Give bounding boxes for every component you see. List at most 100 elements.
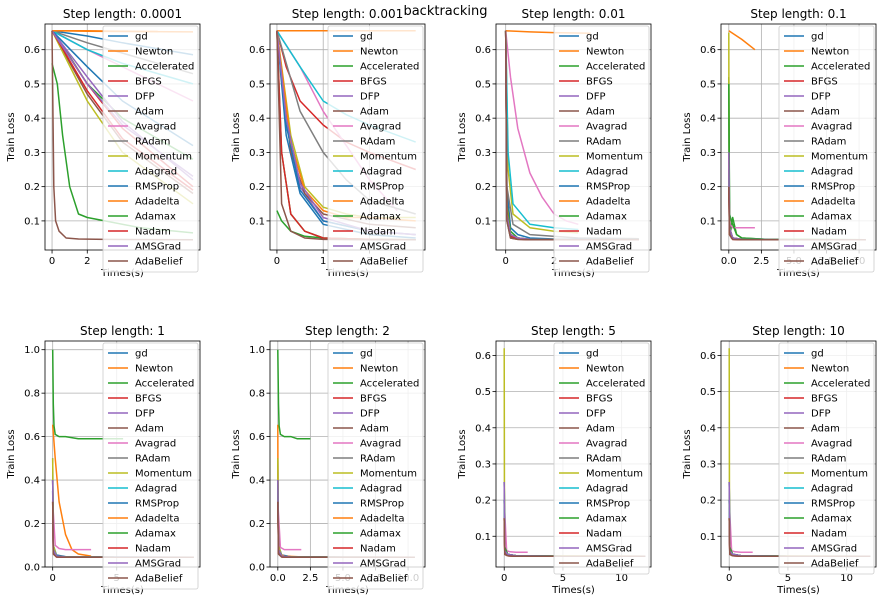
y-tick-label: 0.2 [24,519,40,530]
legend-label: Adadelta [360,197,404,208]
legend-label: Adadelta [135,197,179,208]
legend-label: AdaBelief [811,257,859,268]
legend-label: Adagrad [811,484,853,495]
legend-label: Momentum [586,469,643,480]
legend: gd Newton Accelerated BFGS DFP Adam Avagrad RAd… [778,342,875,575]
y-tick-label: 0.6 [475,45,491,56]
legend-label: Accelerated [811,62,870,73]
legend-label: AdaBelief [586,257,634,268]
legend-label: Accelerated [360,62,419,73]
legend-label: Adagrad [135,167,177,178]
x-tick-label: 0 [274,256,280,267]
legend-label: RMSProp [586,182,630,193]
x-tick-label: 5 [560,573,566,584]
y-tick-label: 0.6 [475,351,491,362]
legend-label: DFP [811,92,830,103]
legend-box [553,25,650,273]
legend-label: RAdam [135,454,170,465]
y-axis-label: Train Loss [682,429,693,479]
legend-label: AdaBelief [135,574,183,585]
x-tick-label: 5 [785,573,791,584]
y-tick-label: 0.2 [249,519,265,530]
subplot-title: Step length: 2 [305,324,390,338]
x-axis-label: Times(s) [100,585,144,596]
x-axis-label: Times(s) [100,268,144,279]
legend-label: gd [811,349,824,360]
legend-label: Adamax [135,212,176,223]
legend-label: Avagrad [811,122,852,133]
y-tick-label: 0.2 [24,182,40,193]
x-tick-label: 2.5 [302,573,318,584]
y-axis-label: Train Loss [231,429,242,479]
legend-label: Nadam [135,227,171,238]
legend-label: Adam [586,424,615,435]
legend-label: Adam [360,107,389,118]
legend-label: DFP [586,92,605,103]
legend-label: Momentum [135,469,192,480]
legend-label: AMSGrad [360,559,406,570]
legend-label: RMSProp [135,499,179,510]
legend-label: Newton [135,47,173,58]
legend-label: Avagrad [360,122,401,133]
legend-label: Adamax [811,212,852,223]
x-axis-label: Times(s) [325,585,369,596]
legend-box [778,25,875,273]
legend-label: Adamax [586,212,627,223]
legend-box [553,342,650,575]
x-tick-label: 0 [503,256,509,267]
legend-label: RAdam [811,137,846,148]
legend-label: Adagrad [811,167,853,178]
legend-label: Newton [586,364,624,375]
legend-label: AMSGrad [586,544,632,555]
series-line-avagrad [728,500,753,553]
series-line-adabelief [51,30,194,241]
legend-label: Adam [586,107,615,118]
legend-label: Newton [586,47,624,58]
y-tick-label: 0.2 [475,496,491,507]
y-tick-label: 0.6 [24,432,40,443]
y-axis-label: Train Loss [6,112,17,162]
y-tick-label: 0.6 [249,45,265,56]
legend: gd Newton Accelerated BFGS DFP Adam Avagrad RAd… [327,342,424,590]
subplot-title: Step length: 10 [752,324,845,338]
y-tick-label: 0.1 [24,216,40,227]
legend: gd Newton Accelerated BFGS DFP Adam Avagrad RAd… [102,342,199,590]
x-tick-label: 2.5 [753,256,769,267]
x-tick-label: 10 [840,573,853,584]
legend-box [778,342,875,575]
legend-label: RMSProp [360,499,404,510]
legend-label: RAdam [360,454,395,465]
y-tick-label: 0.8 [24,389,40,400]
legend-label: Adam [135,107,164,118]
y-tick-label: 0.3 [24,148,40,159]
legend-label: Adamax [811,514,852,525]
subplot-title: Step length: 5 [531,324,616,338]
legend-label: RMSProp [360,182,404,193]
legend-label: Momentum [586,152,643,163]
legend-label: Avagrad [811,439,852,450]
legend-label: Avagrad [586,439,627,450]
legend: gd Newton Accelerated BFGS DFP Adam Avagrad RAd… [553,25,650,273]
y-tick-label: 0.0 [24,563,40,574]
legend-label: Momentum [360,152,417,163]
legend-label: Adagrad [586,167,628,178]
legend-label: gd [586,32,599,43]
legend-label: gd [360,32,373,43]
x-axis-label: Times(s) [776,268,820,279]
series-line-accelerated [277,349,311,440]
legend-label: BFGS [360,77,387,88]
x-tick-label: 0 [501,573,507,584]
x-tick-label: 0.0 [721,256,737,267]
subplot-5: 0.00.20.40.60.81.005Step length: 1Times(… [6,324,201,596]
subplot-title: Step length: 1 [80,324,165,338]
legend-label: AMSGrad [586,242,632,253]
legend-label: Newton [135,364,173,375]
y-tick-label: 0.4 [24,114,40,125]
legend-label: BFGS [586,77,613,88]
y-tick-label: 0.1 [475,532,491,543]
legend-label: Accelerated [360,379,419,390]
legend-label: Avagrad [586,122,627,133]
y-tick-label: 0.5 [475,79,491,90]
